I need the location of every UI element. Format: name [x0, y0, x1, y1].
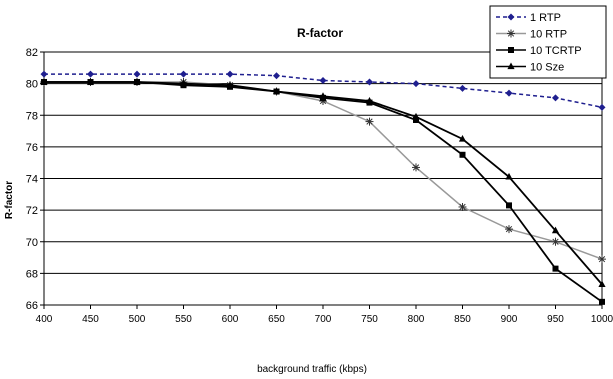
data-point	[505, 89, 513, 97]
data-point	[551, 226, 560, 234]
x-axis: 400 450 500 550 600 650 700 750 800 850 900 950 1000	[36, 305, 613, 325]
data-point	[413, 116, 419, 123]
chart-title: R-factor	[297, 26, 343, 40]
data-point	[598, 255, 606, 264]
data-point	[551, 237, 560, 246]
data-point	[86, 78, 95, 85]
legend-item: 10 Sze	[496, 62, 564, 74]
gridlines	[44, 51, 602, 306]
x-tick-label: 500	[129, 314, 146, 325]
legend-marker	[508, 47, 514, 53]
data-point	[598, 103, 606, 111]
x-tick-label: 1000	[591, 314, 613, 325]
data-point	[552, 94, 559, 102]
legend-item: 10 RTP	[496, 29, 567, 41]
legend-marker	[507, 62, 515, 70]
x-tick-label: 450	[82, 314, 99, 325]
y-tick-label: 78	[26, 110, 38, 122]
data-point	[180, 70, 187, 78]
data-point	[133, 70, 141, 78]
x-tick-label: 800	[408, 314, 425, 325]
data-point	[40, 70, 48, 78]
data-point	[505, 172, 513, 180]
data-point	[458, 134, 467, 142]
y-tick-label: 82	[26, 47, 38, 59]
data-point	[412, 163, 420, 172]
legend: 1 RTP 10 RTP 10 TCRTP 10 Sze	[489, 5, 607, 79]
data-point	[506, 202, 512, 209]
data-point	[365, 117, 374, 126]
data-point	[365, 97, 374, 104]
data-point	[133, 78, 141, 85]
y-tick-label: 66	[26, 300, 38, 312]
data-point	[273, 72, 280, 80]
x-axis-label: background traffic (kbps)	[257, 364, 367, 374]
y-tick-label: 70	[26, 237, 38, 249]
series-1-rtp	[40, 70, 606, 111]
y-tick-label: 74	[26, 174, 38, 186]
data-point	[459, 151, 466, 158]
y-tick-label: 80	[26, 79, 38, 91]
x-tick-label: 400	[36, 314, 53, 325]
data-point	[412, 80, 420, 88]
y-axis: 66 68 70 72 74 76 78 80 82	[26, 47, 44, 312]
legend-item: 1 RTP	[496, 12, 561, 24]
series-10-sze	[40, 78, 606, 288]
data-point	[412, 112, 420, 120]
x-tick-label: 950	[547, 314, 564, 325]
legend-marker	[507, 13, 515, 21]
data-point	[40, 78, 48, 85]
series-10-rtp	[40, 78, 606, 264]
legend-label: 1 RTP	[530, 12, 561, 24]
legend-label: 10 RTP	[530, 29, 567, 41]
y-tick-label: 68	[26, 268, 38, 280]
data-point	[319, 76, 327, 84]
data-point	[319, 92, 327, 99]
data-point	[366, 78, 373, 86]
x-tick-label: 850	[454, 314, 471, 325]
legend-label: 10 Sze	[530, 62, 564, 74]
data-point	[272, 87, 281, 95]
data-point	[599, 298, 605, 305]
x-tick-label: 900	[501, 314, 518, 325]
data-point	[226, 70, 234, 78]
data-point	[458, 202, 467, 211]
x-tick-label: 600	[222, 314, 239, 325]
legend-item: 10 TCRTP	[496, 45, 582, 57]
data-point	[552, 265, 559, 272]
data-point	[179, 79, 188, 87]
data-point	[87, 70, 94, 78]
y-axis-label: R-factor	[4, 181, 15, 219]
data-point	[226, 81, 234, 88]
x-tick-label: 750	[361, 314, 378, 325]
data-point	[505, 225, 513, 234]
y-tick-label: 72	[26, 205, 38, 217]
x-tick-label: 550	[175, 314, 192, 325]
legend-label: 10 TCRTP	[530, 45, 582, 57]
series-line	[44, 81, 603, 260]
series-layer	[40, 70, 606, 305]
x-tick-label: 700	[315, 314, 332, 325]
data-point	[598, 280, 606, 288]
series-line	[44, 81, 603, 285]
series-10-tcrtp	[41, 79, 605, 305]
legend-marker	[507, 29, 515, 38]
x-tick-label: 650	[268, 314, 285, 325]
y-tick-label: 76	[26, 142, 38, 154]
data-point	[459, 84, 466, 92]
